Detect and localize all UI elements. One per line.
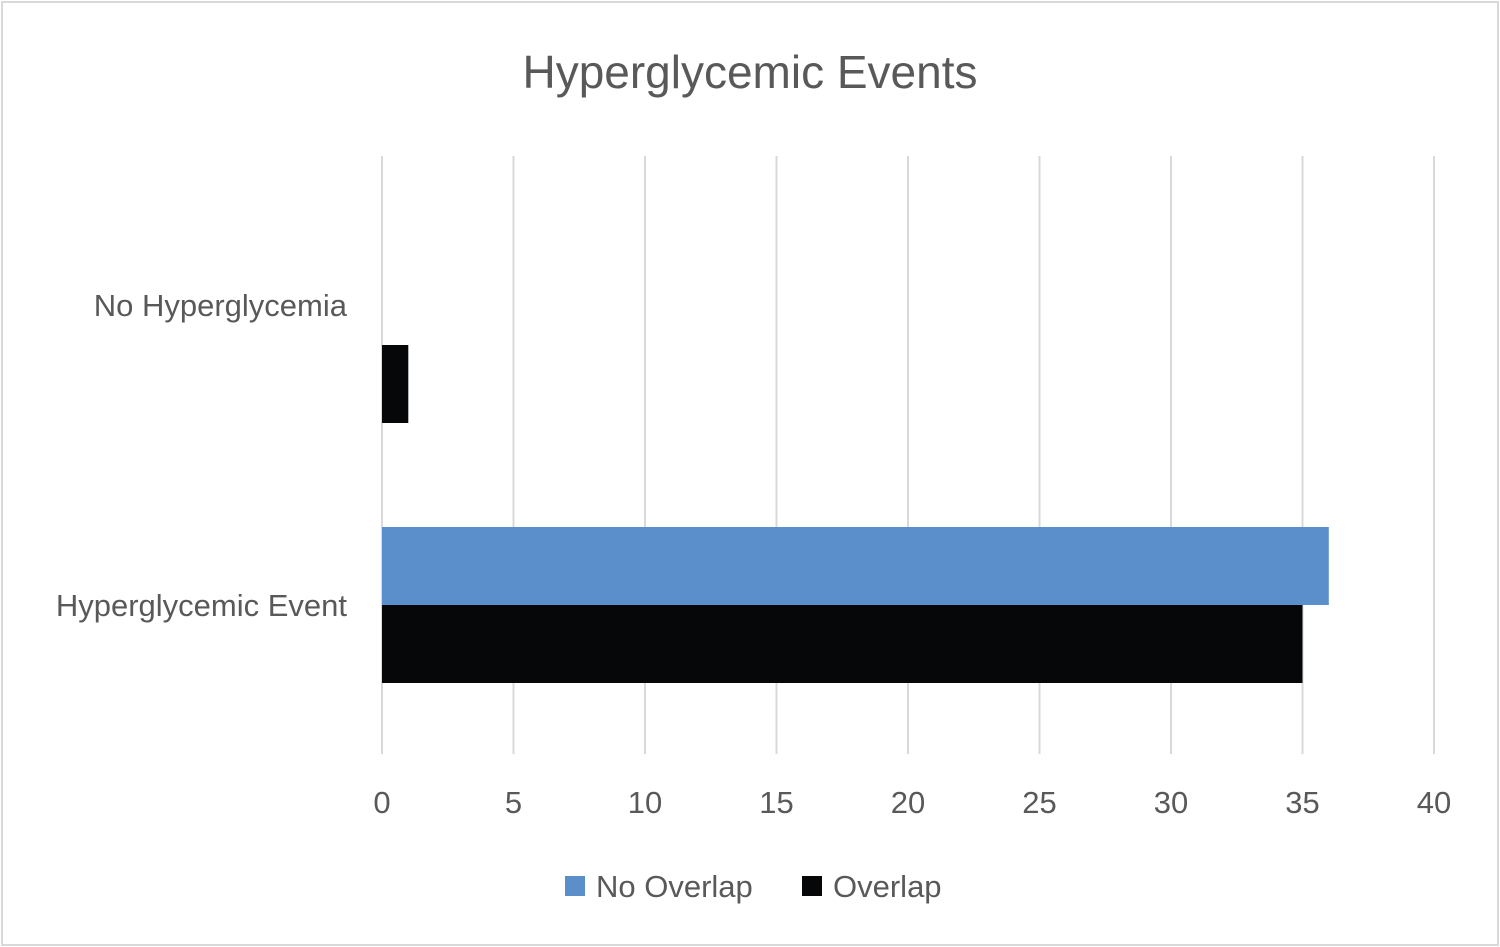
x-tick-label: 15 [759, 785, 793, 820]
chart-title: Hyperglycemic Events [522, 46, 977, 98]
legend-swatch [565, 876, 585, 896]
x-tick-label: 10 [628, 785, 662, 820]
bar [382, 527, 1329, 605]
legend-swatch [802, 876, 822, 896]
category-label: No Hyperglycemia [94, 288, 348, 323]
legend-label: Overlap [833, 869, 942, 904]
x-tick-label: 35 [1285, 785, 1319, 820]
bar [382, 345, 409, 423]
x-tick-label: 0 [373, 785, 390, 820]
category-label: Hyperglycemic Event [56, 588, 348, 623]
category-labels: No Hyperglycemia Hyperglycemic Event [56, 288, 348, 623]
legend: No Overlap Overlap [565, 869, 942, 904]
x-axis-tick-labels: 0 5 10 15 20 25 30 35 40 [373, 785, 1451, 820]
bars [382, 345, 1329, 683]
x-tick-label: 30 [1154, 785, 1188, 820]
x-tick-label: 20 [891, 785, 925, 820]
bar [382, 605, 1303, 683]
x-tick-label: 5 [505, 785, 522, 820]
x-tick-label: 25 [1022, 785, 1056, 820]
x-tick-label: 40 [1417, 785, 1451, 820]
legend-label: No Overlap [596, 869, 753, 904]
